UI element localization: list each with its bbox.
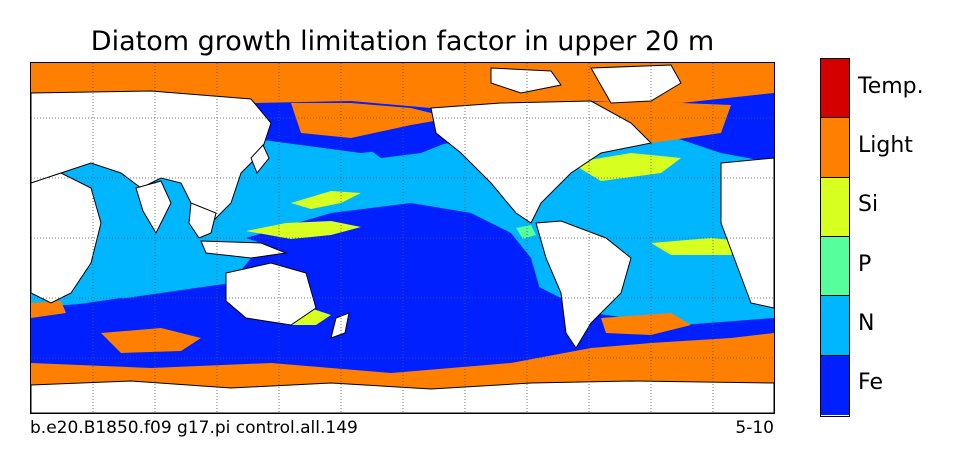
region-si-wpacific — [246, 221, 361, 239]
land-arctic-islands — [490, 67, 562, 94]
land-japan — [250, 144, 270, 174]
land-indonesia — [200, 240, 288, 259]
region-light-satlantic — [601, 313, 691, 335]
period-caption: 5-10 — [735, 418, 774, 438]
region-fe-npacific — [361, 123, 451, 158]
land-sea-asia — [188, 202, 217, 239]
map-panel — [30, 62, 775, 414]
colorbar-segment-si — [821, 177, 849, 237]
region-light-npacific — [291, 103, 451, 138]
land-australia — [225, 262, 317, 326]
land-northamerica — [430, 100, 653, 224]
land-southamerica — [535, 220, 632, 349]
land-india — [135, 180, 172, 235]
colorbar-label-si: Si — [858, 192, 879, 218]
region-si-natlantic — [571, 153, 681, 181]
region-p-eastpacific — [516, 225, 536, 239]
colorbar-label-temp: Temp. — [858, 73, 924, 99]
colorbar-segment-p — [821, 237, 849, 297]
colorbar-segment-light — [821, 118, 849, 178]
colorbar-segment-n — [821, 296, 849, 356]
run-caption: b.e20.B1850.f09 g17.pi control.all.149 — [30, 418, 358, 438]
region-light-sindian — [101, 328, 201, 353]
region-si-satlantic — [651, 238, 743, 255]
region-light-westindian — [31, 301, 66, 318]
graticule — [31, 63, 774, 413]
land-newzealand — [330, 312, 350, 339]
limitation-map — [31, 63, 774, 413]
colorbar-label-p: P — [858, 251, 872, 277]
colorbar — [820, 58, 850, 417]
land-africa-east — [720, 157, 774, 309]
colorbar-segment-temp — [821, 59, 849, 119]
map-title: Diatom growth limitation factor in upper… — [90, 26, 715, 57]
colorbar-label-light: Light — [858, 133, 913, 158]
region-fe-pacific — [246, 203, 561, 348]
land-group — [31, 64, 774, 413]
colorbar-label-fe: Fe — [858, 370, 883, 396]
region-si-npacific — [291, 191, 361, 209]
colorbar-segment-fe — [821, 355, 849, 415]
colorbar-label-n: N — [858, 311, 875, 336]
land-greenland — [590, 64, 682, 104]
